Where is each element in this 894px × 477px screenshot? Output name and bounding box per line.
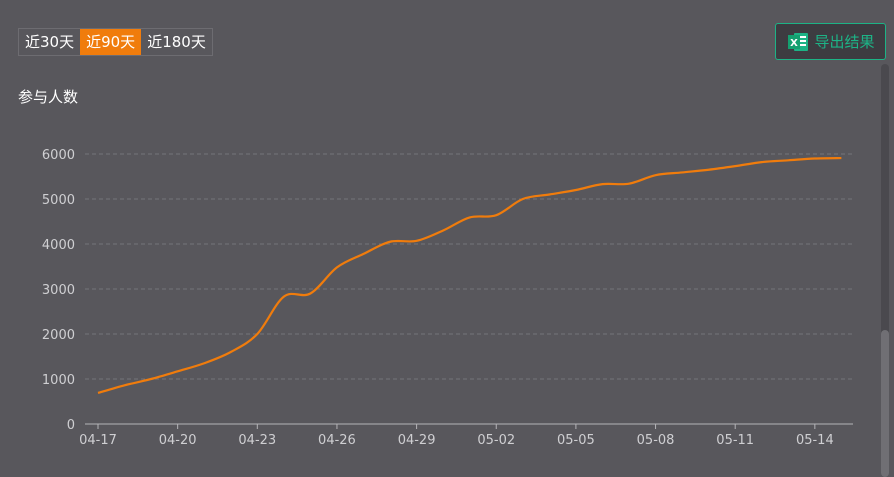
x-tick-label: 05-14	[796, 433, 834, 448]
y-tick-label: 2000	[42, 328, 75, 343]
x-tick-label: 04-17	[79, 433, 117, 448]
x-tick-label: 05-08	[637, 433, 675, 448]
export-button[interactable]: X 导出结果	[775, 23, 886, 60]
x-tick-label: 05-05	[557, 433, 595, 448]
svg-text:X: X	[791, 38, 799, 49]
tab-90-days[interactable]: 近90天	[80, 29, 142, 55]
y-tick-label: 5000	[42, 193, 75, 208]
tab-30-days[interactable]: 近30天	[25, 33, 75, 51]
range-tabs: 近30天 近90天 近180天	[18, 28, 213, 56]
tab-180-days[interactable]: 近180天	[147, 33, 206, 51]
y-tick-label: 4000	[42, 238, 75, 253]
y-axis-title: 参与人数	[18, 88, 79, 106]
y-tick-label: 0	[67, 418, 75, 433]
series-line	[97, 156, 842, 395]
x-tick-label: 05-11	[716, 433, 754, 448]
scrollbar[interactable]	[881, 64, 889, 477]
excel-icon: X	[786, 30, 810, 54]
scrollbar-thumb[interactable]	[881, 330, 889, 477]
y-tick-label: 6000	[42, 148, 75, 163]
x-tick-label: 04-29	[398, 433, 436, 448]
x-tick-label: 04-26	[318, 433, 356, 448]
x-tick-label: 04-20	[159, 433, 197, 448]
export-label: 导出结果	[814, 33, 875, 51]
x-tick-label: 05-02	[477, 433, 515, 448]
x-tick-label: 04-23	[238, 433, 276, 448]
y-tick-label: 3000	[42, 283, 75, 298]
y-tick-label: 1000	[42, 373, 75, 388]
